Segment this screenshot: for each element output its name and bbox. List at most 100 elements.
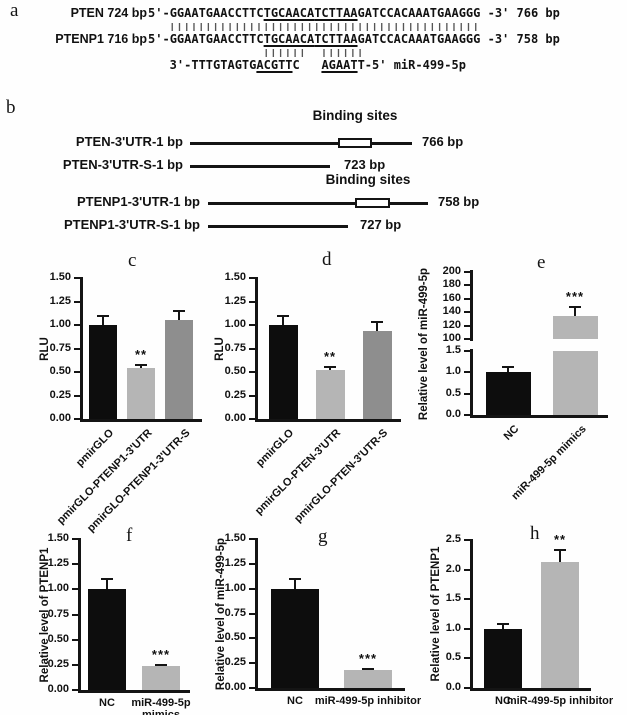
mirna-seed-2: AGAAT	[321, 58, 358, 72]
y-tick-label: 1.50	[224, 271, 246, 283]
y-tick-label: 200	[442, 265, 461, 277]
y-tick-label: 1.25	[224, 556, 246, 569]
bar	[344, 670, 392, 688]
error-bar-line	[376, 321, 378, 331]
y-tick	[72, 638, 78, 641]
error-bar-cap	[362, 668, 374, 671]
error-bar-line	[502, 622, 504, 629]
x-category-label: pmirGLO-PTEN-3'UTR	[253, 427, 344, 518]
y-tick	[249, 538, 255, 540]
y-tick	[249, 418, 255, 420]
panel-letter-d: d	[322, 249, 332, 270]
panel-letter-f: f	[126, 525, 133, 546]
y-tick	[72, 588, 78, 591]
bar	[552, 351, 598, 415]
significance-marker: **	[134, 346, 148, 362]
y-tick	[249, 324, 255, 326]
y-tick-label: 0.00	[224, 681, 246, 693]
y-tick-label: 0.25	[224, 388, 246, 401]
y-axis-upper	[470, 270, 473, 341]
error-bar-line	[574, 305, 576, 316]
y-axis-title: Relative level of PTENP1	[39, 547, 51, 682]
mirna-sequence-row: 3'-TTTGTAGTGACGTTC AGAATT-5' miR-499-5p	[22, 58, 622, 74]
y-tick-label: 0.00	[47, 683, 69, 695]
construct-label: PTENP1-3'UTR-S-1 bp	[64, 217, 200, 232]
x-category-label: NC	[99, 697, 115, 709]
seq-segment: T	[357, 58, 365, 72]
seq-segment: TTTGTAGTG	[191, 58, 257, 72]
x-category-label: NC	[287, 695, 303, 707]
x-category-label: pmirGLO	[254, 427, 297, 470]
y-tick-label: 1.00	[224, 318, 246, 330]
y-tick-label: 0.0	[445, 681, 461, 693]
y-tick	[74, 347, 80, 350]
y-tick	[249, 562, 255, 565]
y-axis-title: RLU	[39, 336, 51, 361]
seq-segment: GATCCACAAATGAAGGG	[357, 6, 481, 20]
y-tick	[249, 300, 255, 303]
y-axis	[255, 538, 258, 688]
y-tick	[464, 392, 470, 395]
significance-marker: **	[553, 531, 567, 547]
five-prime-mark: -5' miR-499-5p	[364, 58, 466, 72]
y-tick	[74, 300, 80, 303]
y-tick-label: 0.5	[445, 651, 461, 664]
x-axis	[255, 419, 401, 422]
y-tick-label: 0.50	[47, 632, 69, 645]
error-bar-line	[140, 363, 142, 369]
chart-g: 0.00 0.25 0.50 0.75 1.00 1.25 1.50 NC *** miR-499…	[200, 524, 421, 715]
construct-label: PTENP1-3'UTR-1 bp	[77, 194, 200, 209]
y-tick-label: 0.75	[49, 341, 71, 354]
y-tick	[464, 371, 470, 374]
x-axis	[255, 688, 405, 691]
x-category-label: NC	[495, 695, 511, 707]
error-bar-cap	[289, 577, 301, 580]
y-tick-label: 2.0	[445, 562, 461, 575]
y-tick	[249, 637, 255, 640]
y-tick	[464, 297, 470, 300]
significance-marker: ***	[565, 288, 585, 304]
y-tick	[72, 613, 78, 616]
panel-letter-e: e	[537, 252, 546, 273]
y-tick-label: 180	[442, 278, 461, 291]
y-axis	[470, 539, 473, 688]
y-tick	[464, 338, 470, 340]
error-bar-cap	[173, 309, 185, 312]
construct-length-label: 758 bp	[438, 194, 480, 209]
chart-c: 0.00 0.25 0.50 0.75 1.00 1.25 1.50 pmirGLO ** pmi…	[28, 256, 214, 535]
y-tick	[464, 568, 470, 571]
bar	[552, 315, 598, 339]
bar	[88, 589, 126, 690]
y-tick	[249, 687, 255, 689]
y-tick-label: 1.0	[445, 621, 461, 634]
pten-sequence: 5'-GGAATGAACCTTCTGCAACATCTTAAGATCCACAAAT…	[148, 6, 560, 22]
y-tick	[74, 324, 80, 326]
error-bar-line	[106, 578, 108, 590]
construct-line	[208, 225, 348, 228]
y-tick	[464, 539, 470, 541]
three-prime-mark: -3' 766 bp	[480, 6, 560, 20]
mirna-label-spacer	[22, 58, 148, 74]
y-tick-label: 0.00	[224, 412, 246, 424]
chart-f: 0.00 0.25 0.50 0.75 1.00 1.25 1.50 NC *** miR-499…	[25, 524, 215, 715]
x-axis	[470, 415, 608, 418]
y-tick-label: 0.25	[47, 657, 69, 670]
significance-marker: ***	[151, 646, 171, 662]
x-category-label: pmirGLO-PTEN-3'UTR-S	[292, 427, 391, 526]
y-tick	[464, 271, 470, 273]
y-axis-title: Relative level of PTENP1	[430, 546, 442, 682]
sequence-alignment: PTEN 724 bp 5'-GGAATGAACCTTCTGCAACATCTTAA…	[22, 6, 622, 74]
error-bar-cap	[155, 663, 167, 666]
x-category-label: miR-499-5p mimics	[131, 697, 191, 715]
y-tick-label: 2.5	[445, 533, 461, 545]
ptenp1-sequence: 5'-GGAATGAACCTTCTGCAACATCTTAAGATCCACAAAT…	[148, 32, 560, 48]
pten-sequence-row: PTEN 724 bp 5'-GGAATGAACCTTCTGCAACATCTTAA…	[22, 6, 622, 22]
y-tick-label: 0.50	[224, 631, 246, 644]
binding-site-2: TCTTAA	[314, 32, 358, 46]
y-tick	[249, 277, 255, 279]
bar	[165, 320, 193, 419]
construct-length-label: 723 bp	[344, 157, 386, 172]
y-tick-label: 100	[442, 332, 461, 344]
panel-letter-g: g	[318, 526, 328, 547]
